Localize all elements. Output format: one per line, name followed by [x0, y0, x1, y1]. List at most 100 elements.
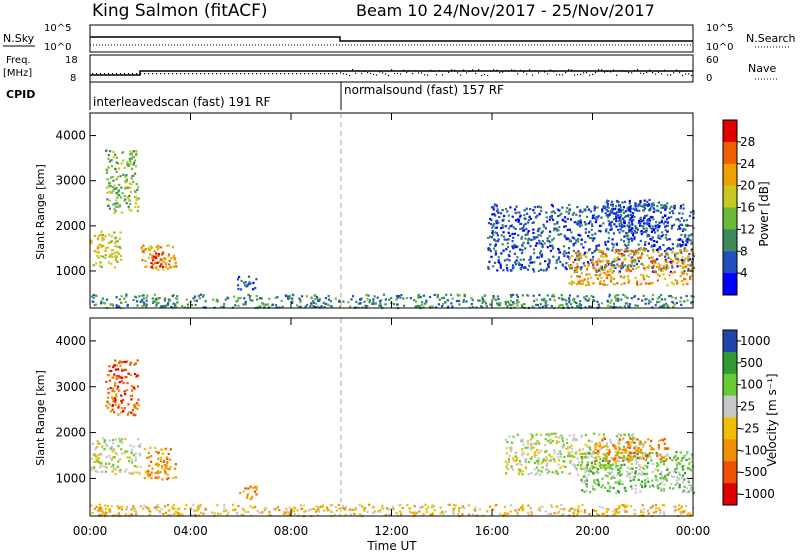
velocity-cell-4-208 [425, 510, 428, 513]
velocity-cell-6-98 [675, 451, 678, 454]
power-cell-6-778 [553, 229, 556, 232]
power-cell-3-71 [122, 173, 125, 176]
power-cell-6-137 [611, 260, 614, 263]
power-cell-5-429 [141, 294, 144, 297]
power-cell-5-581 [667, 295, 670, 298]
power-cell-7-255 [684, 265, 687, 268]
power-cell-7-140 [634, 260, 637, 263]
velocity-cell-6-183 [618, 480, 621, 483]
velocity-cell-6-120 [671, 475, 674, 478]
power-cell-5-96 [588, 297, 591, 300]
velocity-cell-7-14 [645, 454, 648, 457]
velocity-cell-5-357 [548, 434, 551, 437]
power-cell-6-38 [500, 252, 503, 255]
power-cell-5-169 [664, 298, 667, 301]
power-cell-6-10 [555, 229, 559, 232]
power-cell-5-486 [609, 305, 612, 308]
power-cell-6-291 [607, 237, 610, 240]
power-cell-3-90 [123, 194, 126, 197]
power-cell-8-40 [623, 219, 626, 222]
power-cell-7-42 [664, 268, 667, 271]
power-cell-5-559 [379, 300, 382, 303]
velocity-cell-4-16 [629, 505, 633, 508]
power-cell-7-193 [585, 284, 588, 287]
power-cell-6-531 [664, 258, 667, 261]
velocity-cell-7-117 [623, 448, 626, 451]
velocity-cell-4-407 [132, 505, 135, 508]
power-cell-8-134 [636, 228, 640, 231]
velocity-cell-5-38 [577, 461, 580, 464]
power-cell-6-26 [688, 214, 691, 218]
power-cell-5-371 [124, 300, 127, 304]
nave-dot [589, 74, 591, 76]
velocity-cell-4-164 [649, 506, 652, 509]
nave-dot [511, 69, 513, 71]
power-cell-5-508 [579, 300, 582, 303]
power-cell-5-390 [156, 301, 159, 304]
power-cell-6-679 [648, 222, 651, 225]
velocity-cell-1-37 [163, 464, 166, 467]
velocity-cell-0-57 [112, 463, 115, 466]
power-cell-5-406 [481, 296, 484, 299]
power-cell-3-42 [109, 191, 112, 194]
velocity-cell-6-323 [618, 470, 621, 473]
power-cell-7-45 [666, 260, 669, 263]
velocity-cell-2-50 [108, 379, 111, 382]
velocity-cell-2-71 [120, 407, 123, 410]
x-tick-label-3: 12:00 [374, 524, 409, 538]
velocity-cell-4-341 [289, 513, 292, 516]
power-cell-3-92 [122, 151, 125, 154]
power-cell-5-136 [222, 305, 225, 308]
nave-dot [640, 72, 642, 74]
velocity-cell-5-286 [531, 446, 534, 449]
power-cell-7-315 [659, 264, 662, 267]
velocity-cell-1-54 [169, 465, 172, 469]
power-cell-7-288 [671, 251, 674, 254]
power-cell-0-72 [119, 231, 122, 234]
velocity-cell-5-281 [618, 442, 621, 445]
velocity-cell-4-135 [678, 504, 681, 507]
velocity-cell-4-448 [164, 511, 167, 514]
velocity-cell-3-6 [252, 486, 255, 489]
power-cell-5-274 [372, 300, 375, 303]
velocity-cell-4-370 [452, 509, 455, 512]
power-cell-8-87 [612, 232, 615, 235]
power-cell-5-223 [350, 298, 353, 301]
power-cell-5-262 [268, 297, 271, 300]
power-cell-3-76 [124, 179, 127, 183]
velocity-cell-4-251 [574, 508, 577, 511]
power-cell-7-50 [578, 252, 581, 255]
power-cell-7-187 [598, 249, 601, 252]
power-cell-6-844 [680, 244, 683, 247]
velocity-cell-7-84 [603, 445, 606, 448]
velocity-cell-2-84 [118, 376, 121, 379]
velocity-cell-0-88 [103, 464, 106, 468]
velocity-cell-5-217 [524, 446, 527, 449]
power-cell-6-869 [686, 238, 689, 241]
velocity-cell-1-6 [154, 446, 157, 450]
power-cell-5-129 [511, 293, 515, 296]
power-cell-5-468 [239, 297, 242, 300]
velocity-cell-2-97 [111, 387, 114, 390]
velocity-cell-5-27 [533, 446, 536, 449]
power-cell-6-372 [499, 212, 503, 215]
velocity-cell-2-32 [114, 368, 118, 371]
power-cell-0-54 [93, 234, 96, 237]
power-cell-6-797 [649, 226, 652, 229]
velocity-cell-6-214 [644, 464, 647, 467]
power-cell-7-114 [599, 280, 602, 283]
power-cell-6-280 [501, 224, 504, 227]
power-cell-6-65 [563, 216, 567, 219]
power-cell-2-19 [160, 258, 163, 261]
power-cell-5-269 [415, 305, 419, 308]
power-cell-6-895 [591, 224, 594, 228]
power-cell-6-259 [623, 235, 626, 238]
velocity-cell-6-185 [651, 479, 654, 482]
velocity-cell-6-187 [616, 464, 619, 468]
power-cell-6-398 [631, 223, 634, 226]
power-cell-5-291 [400, 294, 403, 297]
velocity-cell-2-57 [129, 394, 132, 398]
power-cell-7-217 [651, 259, 655, 262]
power-colorbar-segment-5 [723, 229, 737, 252]
velocity-cell-4-152 [145, 506, 148, 509]
